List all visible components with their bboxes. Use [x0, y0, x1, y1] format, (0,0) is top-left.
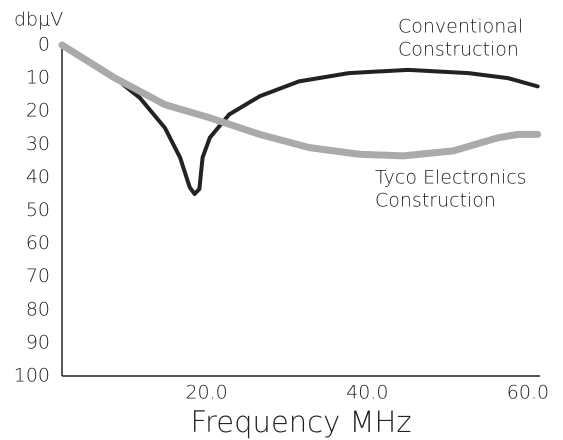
series-label: Construction [375, 190, 496, 212]
series-line [58, 41, 542, 160]
y-tick-label: 50 [26, 199, 50, 221]
x-axis-label: Frequency MHz [190, 405, 411, 439]
x-tick-label: 60.0 [507, 382, 549, 404]
series-label: Tyco Electronics [375, 167, 527, 189]
y-tick-label: 10 [26, 67, 50, 89]
x-tick-label: 20.0 [185, 382, 227, 404]
y-tick-label: 70 [26, 265, 50, 287]
series-line [60, 43, 540, 196]
y-tick-label: 30 [26, 133, 50, 155]
y-tick-label: 60 [26, 232, 50, 254]
x-tick-label: 40.0 [346, 382, 388, 404]
series-label: Conventional [398, 16, 523, 38]
y-tick-label: 20 [26, 100, 50, 122]
y-tick-label: 90 [26, 331, 50, 353]
series-label: Construction [398, 39, 519, 61]
y-tick-label: 100 [14, 365, 50, 387]
y-tick-label: 40 [26, 166, 50, 188]
y-tick-label: 0 [38, 34, 50, 56]
y-axis-label: dbμV [14, 9, 63, 31]
y-tick-label: 80 [26, 298, 50, 320]
